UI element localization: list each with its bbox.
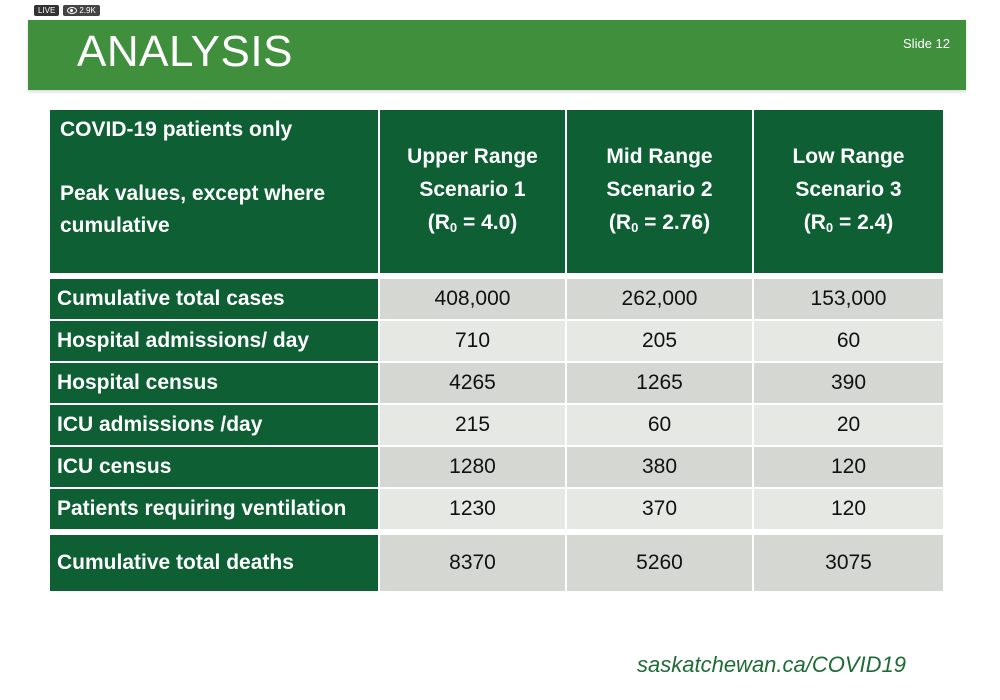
table-row: Hospital admissions/ day 710 205 60 xyxy=(50,321,943,363)
row-label: Cumulative total deaths xyxy=(50,531,380,593)
table-cell: 215 xyxy=(380,405,567,447)
slide-title: ANALYSIS xyxy=(77,27,293,76)
column-header: Mid Range Scenario 2 (R0 = 2.76) xyxy=(567,110,754,275)
slide-number: Slide 12 xyxy=(903,36,950,51)
table-cell: 408,000 xyxy=(380,279,567,321)
table-cell: 120 xyxy=(754,489,943,531)
table-cell: 8370 xyxy=(380,531,567,593)
column-title: Mid Range xyxy=(606,144,713,168)
table-cell: 60 xyxy=(567,405,754,447)
column-r-value: (R0 = 2.4) xyxy=(803,210,894,235)
column-r-value: (R0 = 4.0) xyxy=(427,210,518,235)
column-scenario: Scenario 1 xyxy=(419,177,526,201)
footer-url: saskatchewan.ca/COVID19 xyxy=(637,652,907,677)
table-row: Hospital census 4265 1265 390 xyxy=(50,363,943,405)
table-cell: 20 xyxy=(754,405,943,447)
row-label: Patients requiring ventilation xyxy=(50,489,380,531)
column-scenario: Scenario 2 xyxy=(606,177,713,201)
live-badge: LIVE xyxy=(34,5,60,16)
table-row: Cumulative total deaths 8370 5260 3075 xyxy=(50,531,943,593)
table-row: Cumulative total cases 408,000 262,000 1… xyxy=(50,279,943,321)
table-cell: 710 xyxy=(380,321,567,363)
stream-overlay: LIVE 2.9K xyxy=(34,5,100,16)
row-label: ICU admissions /day xyxy=(50,405,380,447)
table-row: Patients requiring ventilation 1230 370 … xyxy=(50,489,943,531)
table-cell: 380 xyxy=(567,447,754,489)
viewer-count-badge: 2.9K xyxy=(63,5,100,16)
header-note-2: Peak values, except where cumulative xyxy=(60,182,325,237)
table-cell: 5260 xyxy=(567,531,754,593)
table-cell: 390 xyxy=(754,363,943,405)
table-cell: 60 xyxy=(754,321,943,363)
table-cell: 1230 xyxy=(380,489,567,531)
table-cell: 153,000 xyxy=(754,279,943,321)
column-header: Low Range Scenario 3 (R0 = 2.4) xyxy=(754,110,943,275)
table-cell: 1280 xyxy=(380,447,567,489)
table-row: ICU admissions /day 215 60 20 xyxy=(50,405,943,447)
viewer-count: 2.9K xyxy=(79,6,96,15)
eye-icon xyxy=(67,7,78,14)
table-cell: 3075 xyxy=(754,531,943,593)
column-r-value: (R0 = 2.76) xyxy=(608,210,711,235)
row-label: Hospital census xyxy=(50,363,380,405)
header-note-1: COVID-19 patients only xyxy=(60,118,293,141)
column-header: Upper Range Scenario 1 (R0 = 4.0) xyxy=(380,110,567,275)
column-title: Low Range xyxy=(792,144,905,168)
table-cell: 4265 xyxy=(380,363,567,405)
table-cell: 120 xyxy=(754,447,943,489)
slide-banner: ANALYSIS Slide 12 xyxy=(28,20,966,90)
table-cell: 370 xyxy=(567,489,754,531)
table-row: ICU census 1280 380 120 xyxy=(50,447,943,489)
table-header-row: COVID-19 patients only Peak values, exce… xyxy=(50,110,943,275)
table-cell: 1265 xyxy=(567,363,754,405)
row-label: ICU census xyxy=(50,447,380,489)
row-label: Hospital admissions/ day xyxy=(50,321,380,363)
table-cell: 262,000 xyxy=(567,279,754,321)
column-title: Upper Range xyxy=(407,144,538,168)
table-body: Cumulative total cases 408,000 262,000 1… xyxy=(50,279,943,593)
row-label: Cumulative total cases xyxy=(50,279,380,321)
scenario-table: COVID-19 patients only Peak values, exce… xyxy=(50,110,943,593)
table-cell: 205 xyxy=(567,321,754,363)
header-note-cell: COVID-19 patients only Peak values, exce… xyxy=(50,110,380,275)
column-scenario: Scenario 3 xyxy=(795,177,902,201)
